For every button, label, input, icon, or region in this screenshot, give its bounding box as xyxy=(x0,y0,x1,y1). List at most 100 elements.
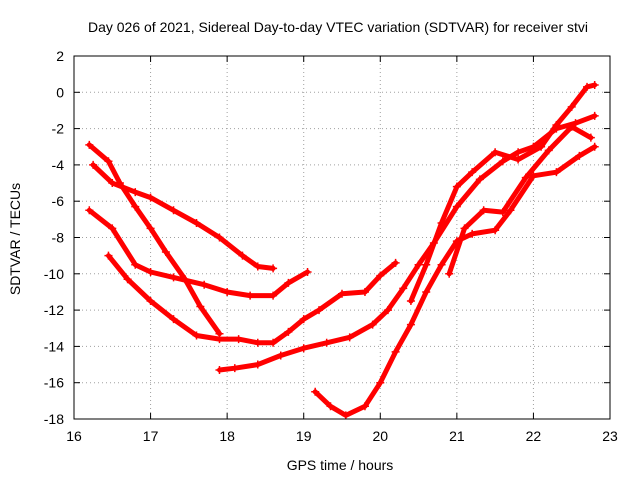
y-tick-label: -10 xyxy=(44,266,64,282)
x-tick-label: 17 xyxy=(143,428,159,444)
x-tick-label: 18 xyxy=(219,428,235,444)
data-point xyxy=(514,148,523,157)
data-point xyxy=(552,168,561,177)
data-point xyxy=(345,333,354,342)
data-point xyxy=(468,229,477,238)
data-point xyxy=(146,297,155,306)
data-point xyxy=(406,297,415,306)
y-axis-label: SDTVAR / TECUs xyxy=(7,183,23,295)
data-point xyxy=(498,208,507,217)
x-tick-label: 20 xyxy=(372,428,388,444)
data-point xyxy=(223,287,232,296)
data-point xyxy=(491,226,500,235)
x-axis-label: GPS time / hours xyxy=(287,457,394,473)
grid-layer xyxy=(74,56,610,419)
data-point xyxy=(590,111,599,120)
data-point xyxy=(583,82,592,91)
data-point xyxy=(123,275,132,284)
data-point xyxy=(506,206,515,215)
data-point xyxy=(131,202,140,211)
y-tick-label: -12 xyxy=(44,302,64,318)
data-point xyxy=(338,289,346,298)
data-point xyxy=(284,327,293,336)
data-point xyxy=(311,387,320,396)
data-point xyxy=(299,344,308,353)
data-point xyxy=(521,173,530,182)
data-point xyxy=(269,338,278,347)
data-point xyxy=(586,133,595,142)
data-point xyxy=(368,320,377,329)
data-point xyxy=(491,148,500,157)
series-arc-5 xyxy=(217,113,598,373)
data-point xyxy=(85,206,94,215)
data-point xyxy=(406,320,415,329)
chart-title: Day 026 of 2021, Sidereal Day-to-day VTE… xyxy=(88,19,588,35)
y-tick-label: -4 xyxy=(52,157,65,173)
x-tick-label: 21 xyxy=(449,428,465,444)
x-tick-label: 19 xyxy=(296,428,312,444)
data-point xyxy=(422,287,431,296)
series-arc-7 xyxy=(408,82,598,304)
y-tick-label: -18 xyxy=(44,411,64,427)
y-tick-label: 0 xyxy=(56,84,64,100)
y-tick-label: -16 xyxy=(44,375,64,391)
data-point xyxy=(391,347,400,356)
data-point xyxy=(567,122,576,131)
data-point xyxy=(253,262,262,271)
data-point xyxy=(215,365,224,374)
series-layer xyxy=(85,81,599,420)
data-point xyxy=(445,269,454,278)
data-point xyxy=(269,291,278,300)
data-point xyxy=(196,302,205,311)
data-point xyxy=(590,81,599,90)
x-tick-label: 22 xyxy=(526,428,542,444)
data-point xyxy=(131,188,140,197)
data-point xyxy=(253,360,262,369)
y-tick-label: -14 xyxy=(44,338,64,354)
data-point xyxy=(146,224,155,233)
data-point xyxy=(89,160,98,169)
data-point xyxy=(341,411,350,420)
data-point xyxy=(437,218,446,227)
data-point xyxy=(215,233,224,242)
series-arc-4 xyxy=(106,253,399,346)
data-point xyxy=(238,251,247,260)
data-point xyxy=(376,271,385,280)
data-point xyxy=(200,280,209,289)
data-point xyxy=(575,151,584,160)
data-point xyxy=(108,224,117,233)
data-point xyxy=(571,119,580,128)
series-arc-8 xyxy=(446,124,594,277)
data-point xyxy=(376,378,385,387)
data-point xyxy=(192,331,201,340)
data-point xyxy=(479,206,488,215)
data-point xyxy=(303,267,312,276)
data-point xyxy=(230,364,239,373)
y-tick-label: -6 xyxy=(52,193,65,209)
data-point xyxy=(514,155,523,164)
data-point xyxy=(360,402,369,411)
data-point xyxy=(326,402,335,411)
data-point xyxy=(115,179,124,188)
data-point xyxy=(169,315,178,324)
data-point xyxy=(567,102,576,111)
y-tick-label: -2 xyxy=(52,121,65,137)
data-point xyxy=(161,248,170,257)
ticks-layer: 16 17 18 19 20 21 22 2320-2-4-6-8-10-12-14-16-1… xyxy=(44,48,618,444)
data-point xyxy=(169,206,178,215)
data-point xyxy=(322,338,331,347)
data-point xyxy=(391,258,400,267)
data-point xyxy=(215,335,224,344)
data-point xyxy=(414,260,423,269)
data-point xyxy=(131,260,140,269)
data-point xyxy=(468,168,477,177)
data-point xyxy=(315,306,324,315)
data-point xyxy=(104,157,113,166)
data-point xyxy=(284,278,293,287)
data-point xyxy=(452,202,461,211)
data-point xyxy=(146,193,155,202)
data-point xyxy=(544,146,553,155)
data-point xyxy=(234,335,243,344)
x-tick-label: 23 xyxy=(602,428,618,444)
